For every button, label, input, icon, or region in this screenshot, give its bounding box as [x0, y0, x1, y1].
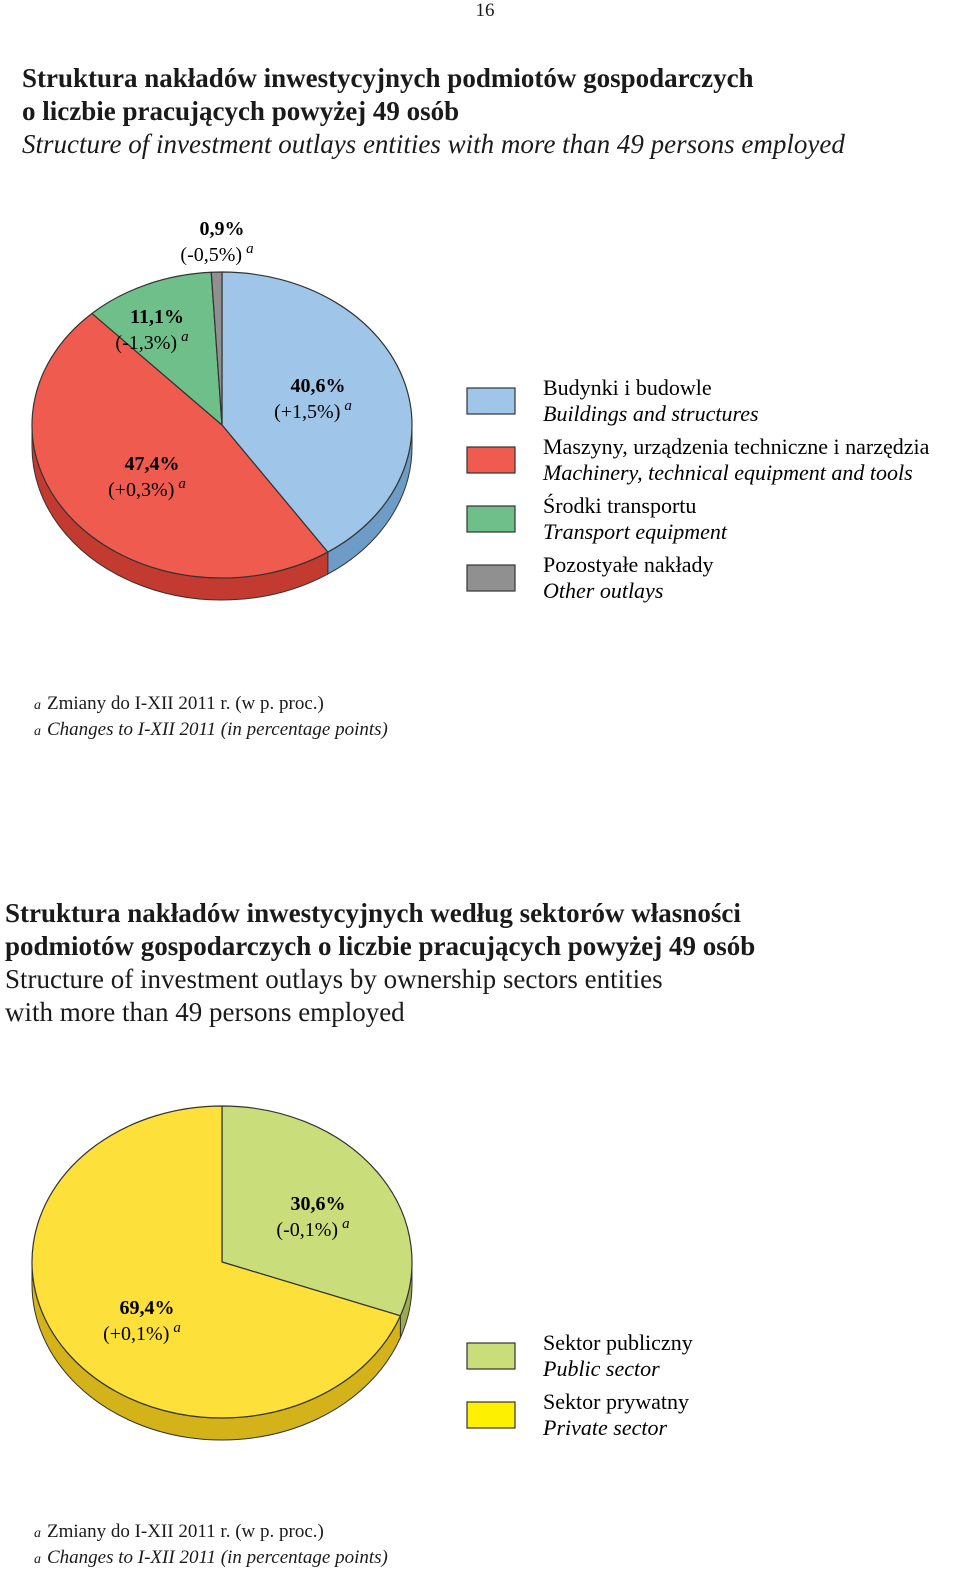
chart2-title: Struktura nakładów inwestycyjnych według… — [5, 897, 755, 1029]
legend-label-pl-2: Środki transportu — [543, 493, 696, 518]
legend-label-pl-1: Sektor prywatny — [543, 1389, 689, 1414]
chart2-footnote-marker-en: a — [34, 1552, 41, 1567]
legend-label-pl-3: Pozostyałe nakłady — [543, 552, 713, 577]
slice-change-label-3: (-0,5%) a — [180, 241, 253, 266]
chart1-footnote-marker-pl: a — [34, 698, 41, 713]
chart1-footnote-marker-en: a — [34, 724, 41, 739]
slice-change-label-0: (+1,5%) a — [274, 398, 352, 423]
legend-label-en-1: Private sector — [542, 1415, 667, 1440]
legend-swatch-2 — [466, 505, 516, 533]
slice-change-label-1: (+0,1%) a — [103, 1320, 181, 1345]
slice-change-superscript-1: a — [173, 1320, 181, 1336]
chart1-title-pl-line1: Struktura nakładów inwestycyjnych podmio… — [22, 63, 754, 93]
slice-value-label-2: 11,1% — [130, 306, 184, 328]
legend-label-pl-0: Budynki i budowle — [543, 375, 712, 400]
chart1-title-pl-line2: o liczbie pracujących powyżej 49 osób — [22, 96, 460, 126]
slice-value-label-3: 0,9% — [200, 218, 245, 240]
legend-label-en-0: Buildings and structures — [543, 401, 759, 426]
slice-change-superscript-3: a — [246, 241, 254, 257]
slice-value-label-1: 47,4% — [125, 453, 180, 475]
chart2-footnote-marker-pl: a — [34, 1526, 41, 1541]
legend-label-en-2: Transport equipment — [543, 519, 728, 544]
legend-swatch-1 — [466, 446, 516, 474]
chart2-footnote-pl: Zmiany do I-XII 2011 r. (w p. proc.) — [47, 1521, 324, 1542]
pie-slice-3 — [210, 271, 223, 426]
slice-value-label-0: 30,6% — [291, 1193, 346, 1215]
slice-value-label-0: 40,6% — [291, 375, 346, 397]
slice-change-label-0: (-0,1%) a — [276, 1216, 349, 1241]
legend-swatch-1 — [466, 1401, 516, 1429]
chart2-footnote-en: Changes to I-XII 2011 (in percentage poi… — [47, 1547, 388, 1568]
legend-label-en-3: Other outlays — [543, 578, 663, 603]
slice-change-superscript-2: a — [181, 329, 189, 345]
chart2-title-en-line2: with more than 49 persons employed — [5, 997, 405, 1027]
chart1-title-en: Structure of investment outlays entities… — [22, 129, 845, 159]
slice-change-superscript-1: a — [178, 476, 186, 492]
legend-swatch-0 — [466, 387, 516, 415]
pie-slice-1 — [31, 1105, 401, 1419]
chart1-footnote-pl: Zmiany do I-XII 2011 r. (w p. proc.) — [47, 693, 324, 714]
legend-label-pl-0: Sektor publiczny — [543, 1330, 693, 1355]
pie-slice-0 — [221, 1105, 413, 1317]
page-number: 16 — [475, 0, 495, 21]
legend-swatch-0 — [466, 1342, 516, 1370]
pie-slice-0 — [221, 271, 413, 553]
chart2-title-pl-line2: podmiotów gospodarczych o liczbie pracuj… — [5, 931, 756, 961]
pie-slice-1 — [31, 312, 329, 579]
pie-chart-ownership-sectors: 30,6%(-0,1%) a 69,4%(+0,1%) a Sektor publicz… — [31, 1105, 693, 1441]
slice-value-label-1: 69,4% — [120, 1297, 175, 1319]
chart1-footnote-en: Changes to I-XII 2011 (in percentage poi… — [47, 719, 388, 740]
slice-change-superscript-0: a — [344, 398, 352, 414]
legend-label-en-1: Machinery, technical equipment and tools — [542, 460, 913, 485]
pie-chart-investment-structure: 40,6%(+1,5%) a 47,4%(+0,3%) a 11,1%(-1,3%) a 0… — [31, 218, 930, 603]
chart2-title-pl-line1: Struktura nakładów inwestycyjnych według… — [5, 898, 741, 928]
slice-change-label-2: (-1,3%) a — [115, 329, 188, 354]
slice-change-superscript-0: a — [342, 1216, 350, 1232]
pie-slice-2 — [91, 271, 223, 426]
slice-change-label-1: (+0,3%) a — [108, 476, 186, 501]
chart2-title-en-line1: Structure of investment outlays by owner… — [5, 964, 663, 994]
legend-label-en-0: Public sector — [542, 1356, 660, 1381]
chart1-title: Struktura nakładów inwestycyjnych podmio… — [22, 62, 845, 161]
legend-label-pl-1: Maszyny, urządzenia techniczne i narzędz… — [543, 434, 930, 459]
legend-swatch-3 — [466, 564, 516, 592]
